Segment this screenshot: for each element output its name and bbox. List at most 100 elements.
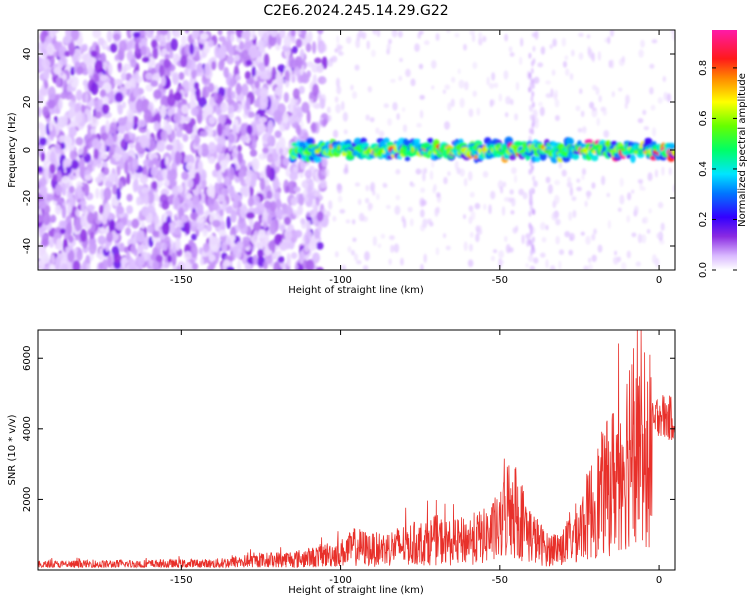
noise-blob xyxy=(47,86,56,101)
noise-blob xyxy=(317,222,323,233)
noise-blob xyxy=(224,176,231,187)
noise-blob xyxy=(99,204,104,216)
noise-blob xyxy=(547,184,553,195)
noise-blob xyxy=(282,112,289,124)
noise-blob xyxy=(41,58,51,70)
noise-blob xyxy=(617,207,622,212)
noise-blob xyxy=(198,97,207,108)
noise-blob xyxy=(283,216,291,226)
noise-blob xyxy=(62,158,72,168)
noise-blob xyxy=(50,30,60,34)
noise-blob xyxy=(274,86,283,96)
noise-blob xyxy=(409,218,414,227)
noise-blob xyxy=(537,62,544,68)
band-blob xyxy=(666,142,675,148)
noise-blob xyxy=(362,265,369,270)
noise-blob xyxy=(482,35,487,43)
noise-blob xyxy=(474,202,481,210)
noise-blob xyxy=(614,250,618,256)
colorbar-tick-label: 0.8 xyxy=(698,60,709,76)
noise-blob xyxy=(154,214,160,225)
noise-blob xyxy=(103,41,108,48)
noise-blob xyxy=(102,61,108,68)
noise-blob xyxy=(230,33,235,43)
noise-blob xyxy=(190,107,199,117)
noise-blob xyxy=(463,178,468,187)
noise-blob xyxy=(447,102,452,111)
noise-blob xyxy=(184,115,191,123)
noise-blob xyxy=(508,46,513,53)
noise-blob xyxy=(533,257,539,264)
noise-blob xyxy=(463,214,467,219)
noise-blob xyxy=(190,68,197,80)
noise-blob xyxy=(207,141,217,154)
noise-blob xyxy=(538,101,543,107)
noise-blob xyxy=(242,185,250,198)
noise-blob xyxy=(388,235,395,241)
noise-blob xyxy=(332,215,337,222)
noise-blob xyxy=(167,254,172,263)
streak-blob xyxy=(528,52,532,59)
noise-blob xyxy=(551,69,556,76)
noise-blob xyxy=(107,254,113,269)
noise-blob xyxy=(189,100,196,110)
streak-blob xyxy=(528,210,532,217)
noise-blob xyxy=(91,222,96,233)
noise-blob xyxy=(60,263,69,270)
noise-blob xyxy=(327,58,334,67)
noise-blob xyxy=(165,144,174,151)
noise-blob xyxy=(81,67,89,76)
streak-blob xyxy=(530,96,534,103)
noise-blob xyxy=(483,203,487,211)
noise-blob xyxy=(195,50,200,61)
noise-blob xyxy=(475,233,480,243)
noise-blob xyxy=(175,237,181,252)
noise-blob xyxy=(498,259,505,265)
noise-blob xyxy=(305,175,312,184)
noise-blob xyxy=(343,129,348,135)
noise-blob xyxy=(219,209,224,217)
noise-blob xyxy=(572,209,577,218)
heatmap-x-tick-label: 0 xyxy=(656,275,662,286)
noise-blob xyxy=(172,71,180,86)
noise-blob xyxy=(468,205,474,212)
noise-blob xyxy=(103,202,111,215)
noise-blob xyxy=(302,190,307,198)
noise-blob xyxy=(317,30,324,35)
noise-blob xyxy=(468,171,473,181)
heatmap-ticks: -150 -100 -50 0 -40 -20 0 20 40 xyxy=(22,30,675,286)
streak-blob xyxy=(529,114,533,121)
noise-blob xyxy=(454,160,459,171)
noise-blob xyxy=(38,55,41,67)
noise-blob xyxy=(500,186,504,194)
noise-blob xyxy=(624,102,628,109)
noise-blob xyxy=(75,209,80,218)
noise-blob xyxy=(660,222,665,231)
noise-blob xyxy=(77,148,84,155)
noise-blob xyxy=(269,221,277,235)
noise-blob xyxy=(457,68,461,75)
colorbar-tick-label: 0.0 xyxy=(698,262,709,278)
noise-blob xyxy=(301,101,310,114)
noise-blob xyxy=(637,179,644,184)
noise-blob xyxy=(649,63,655,69)
noise-blob xyxy=(184,260,192,270)
noise-blob xyxy=(59,220,68,228)
noise-blob xyxy=(129,100,138,113)
noise-blob xyxy=(222,261,228,270)
noise-blob xyxy=(619,194,625,205)
noise-blob xyxy=(90,128,96,135)
noise-blob xyxy=(41,238,50,247)
noise-blob xyxy=(518,188,525,196)
noise-blob xyxy=(226,216,231,229)
noise-blob xyxy=(42,41,48,51)
noise-blob xyxy=(184,221,191,235)
noise-blob xyxy=(388,258,392,266)
noise-blob xyxy=(662,75,667,83)
noise-blob xyxy=(106,231,114,243)
noise-blob xyxy=(529,265,536,270)
noise-blob xyxy=(188,239,194,247)
noise-blob xyxy=(152,157,159,165)
noise-blob xyxy=(429,170,434,181)
noise-blob xyxy=(281,206,287,216)
